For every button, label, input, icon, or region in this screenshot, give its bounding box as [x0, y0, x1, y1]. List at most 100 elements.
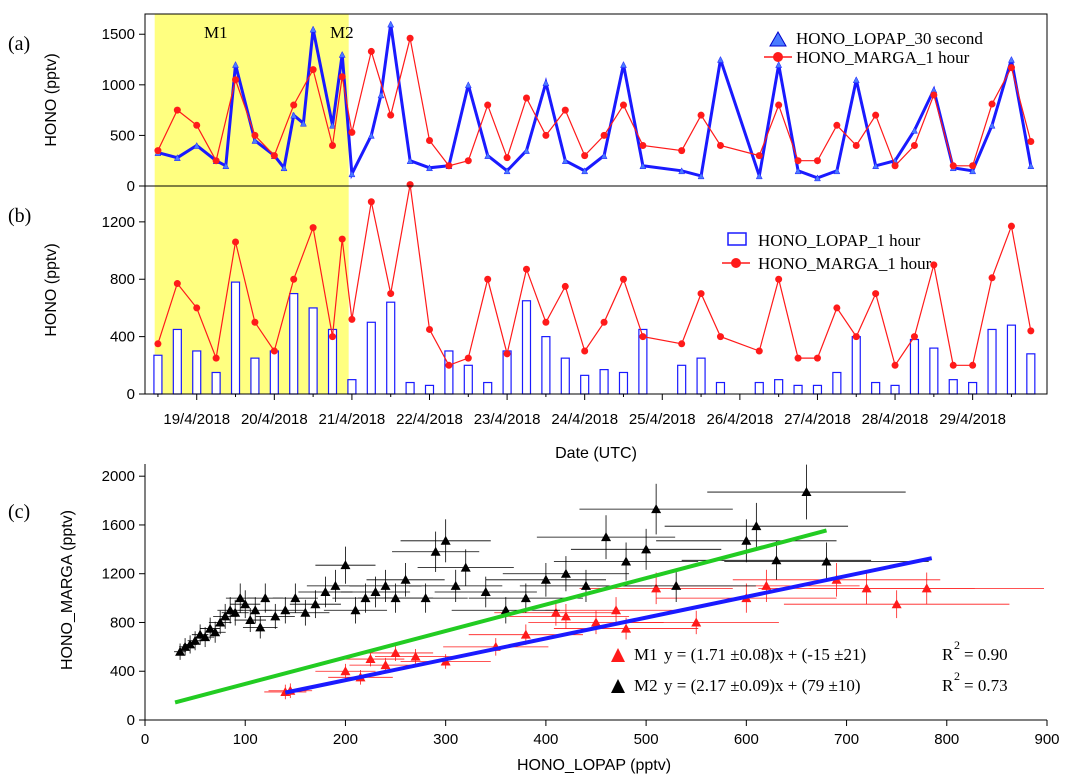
x-c-tick-label: 900 [1034, 731, 1059, 748]
x-b-tick-label: 25/4/2018 [629, 411, 696, 428]
m2-point [460, 562, 471, 572]
lopap-30s-point [309, 25, 317, 33]
legend-c-m2-r2: = 0.73 [964, 676, 1008, 695]
lopap-1h-bar [909, 338, 920, 395]
marga-point-a [755, 152, 763, 160]
lopap-30s-point [775, 61, 783, 68]
marga-point-b [348, 315, 356, 323]
marga-point-b [833, 304, 841, 312]
marga-point-a [445, 162, 453, 170]
x-b-tick-label: 21/4/2018 [319, 411, 386, 428]
marga-point-a [930, 91, 938, 99]
m2-point [741, 535, 752, 545]
lopap-30s-point [367, 131, 375, 139]
m1-point [550, 607, 561, 617]
marga-point-a [1027, 137, 1035, 145]
x-b-tick-label: 29/4/2018 [939, 411, 1006, 428]
legend-c-m1-marker [611, 648, 625, 662]
marga-point-a [522, 94, 530, 102]
marga-point-b [716, 333, 724, 341]
m2-point [450, 580, 461, 590]
m2-point [380, 580, 391, 590]
lopap-30s-point [232, 61, 239, 68]
marga-point-a [1007, 64, 1015, 72]
m1-point [591, 617, 601, 627]
m1-point [621, 623, 632, 633]
marga-point-a [542, 131, 550, 139]
marga-point-a [852, 142, 860, 150]
marga-point-a [639, 142, 647, 150]
m2-point [225, 605, 236, 615]
marga-point-b [852, 333, 860, 341]
lopap-1h-bar [250, 357, 260, 395]
y-c-tick-label: 1600 [102, 517, 135, 534]
lopap-1h-bar [172, 328, 182, 395]
lopap-1h-bar [502, 350, 512, 395]
x-axis-label-b: Date (UTC) [555, 445, 637, 462]
lopap-1h-bar [715, 381, 726, 395]
m1-period-label: M1 [204, 23, 228, 42]
lopap-30s-point [852, 76, 860, 84]
y-c-tick-label: 1200 [102, 566, 135, 583]
panel-b: 0 400 800 1200 19/4/2018 20/4/2018 21/4/2018 2… [8, 181, 1048, 462]
m2-point [280, 605, 291, 615]
marga-point-b [1007, 222, 1015, 230]
marga-point-a [697, 111, 705, 119]
x-b-tick-label: 22/4/2018 [396, 411, 463, 428]
marga-point-a [232, 76, 240, 84]
lopap-30s-point [193, 141, 201, 149]
m1-point [921, 583, 932, 593]
x-b-tick-label: 20/4/2018 [241, 411, 308, 428]
marga-point-a [794, 157, 802, 165]
marga-point-b [949, 361, 957, 369]
marga-point-b [367, 198, 375, 206]
marga-point-b [1027, 327, 1035, 335]
m2-point [180, 641, 191, 651]
lopap-30s-point [377, 91, 385, 99]
marga-point-a [484, 101, 492, 109]
m2-point [330, 580, 341, 590]
marga-point-b [270, 347, 278, 355]
m2-point [185, 639, 196, 649]
marga-point-a [969, 162, 977, 170]
legend-a-marga-label: HONO_MARGA_1 hour [796, 48, 970, 67]
marga-point-a [503, 154, 511, 162]
lopap-30s-point [678, 167, 686, 175]
lopap-1h-bar [347, 379, 357, 395]
lopap-30s-point [464, 81, 472, 89]
lopap-1h-bar [444, 350, 454, 395]
lopap-1h-bar [754, 381, 764, 395]
lopap-30s-point [329, 121, 336, 129]
y-c-tick-label: 400 [110, 663, 135, 680]
marga-point-b [872, 290, 880, 298]
marga-point-a [290, 101, 298, 109]
marga-point-a [988, 100, 996, 108]
lopap-30s-point [988, 121, 996, 129]
m2-point [310, 599, 321, 609]
marga-point-a [387, 111, 395, 119]
marga-point-a [600, 131, 608, 139]
lopap-30s-point [1008, 55, 1015, 63]
m2-point [245, 615, 256, 625]
lopap-1h-bar [560, 357, 570, 395]
marga-point-b [212, 354, 220, 362]
m2-point [651, 504, 662, 514]
marga-point-a [775, 101, 783, 109]
legend-b: HONO_LOPAP_1 hour HONO_MARGA_1 hour [722, 231, 932, 273]
m1-point [410, 651, 421, 661]
marga-point-b [309, 224, 317, 232]
m2-point [560, 568, 571, 578]
legend-c-m1-name: M1 [634, 645, 658, 664]
marga-point-a [464, 157, 472, 165]
y-axis-label-a: HONO (pptv) [43, 53, 60, 146]
m2-point [360, 593, 371, 603]
m2-point [500, 605, 511, 615]
lopap-1h-bar [580, 374, 590, 395]
marga-point-b [581, 347, 589, 355]
marga-point-a [154, 147, 162, 155]
marga-point-a [716, 142, 724, 150]
m1-point [520, 629, 531, 639]
lopap-1h-bar [774, 379, 784, 395]
legend-c-m2-r-sup: 2 [954, 669, 960, 683]
